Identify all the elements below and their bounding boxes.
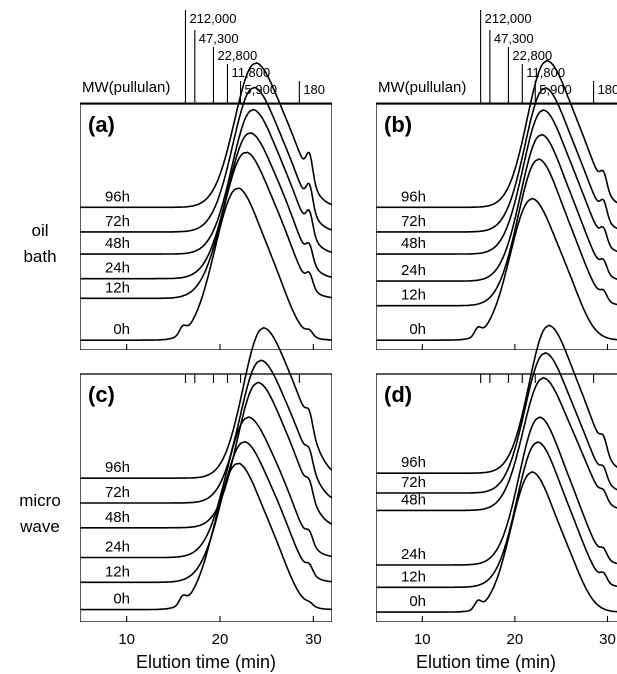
mw-marker-label: 180 <box>598 82 617 97</box>
mw-marker-label: 22,800 <box>512 48 552 63</box>
panel-frame <box>376 373 617 622</box>
series-label: 0h <box>409 321 426 338</box>
series-line <box>376 416 617 566</box>
mw-axis-label: MW(pullulan) <box>378 79 466 96</box>
series-line <box>376 324 617 474</box>
series-label: 24h <box>401 262 426 279</box>
x-tick-label: 20 <box>212 631 229 648</box>
series-line <box>376 133 617 282</box>
chart-panel: 10 20 30 (c) 0h 12h 24h 48h 72h 96h Elution time (… <box>80 327 332 672</box>
series-label: 24h <box>401 546 426 563</box>
row-label-wave: wave <box>19 517 60 536</box>
series-line <box>80 151 332 300</box>
series-label: 48h <box>105 509 130 526</box>
series-label: 72h <box>401 474 426 491</box>
panel-letter: (b) <box>384 112 412 137</box>
series-line <box>376 471 617 613</box>
series-label: 72h <box>401 213 426 230</box>
series-label: 48h <box>401 491 426 508</box>
x-tick-label: 20 <box>507 631 524 648</box>
series-line <box>80 187 332 341</box>
series-label: 72h <box>105 484 130 501</box>
series-label: 96h <box>401 188 426 205</box>
mw-axis-label: MW(pullulan) <box>82 79 170 96</box>
series-line <box>80 359 332 504</box>
row-label-oil: oil <box>31 221 48 240</box>
mw-marker-label: 212,000 <box>189 11 236 26</box>
series-line <box>376 197 617 341</box>
panel-frame <box>80 103 332 350</box>
series-label: 0h <box>113 591 130 608</box>
series-line <box>376 352 617 494</box>
mw-marker-label: 22,800 <box>217 48 257 63</box>
panel-letter: (a) <box>88 112 115 137</box>
series-label: 24h <box>105 539 130 556</box>
series-label: 12h <box>105 563 130 580</box>
series-label: 12h <box>401 568 426 585</box>
row-label-bath: bath <box>23 247 56 266</box>
x-axis-label: Elution time (min) <box>416 652 556 672</box>
mw-marker-label: 212,000 <box>485 11 532 26</box>
series-label: 72h <box>105 213 130 230</box>
series-line <box>80 462 332 611</box>
series-label: 96h <box>105 188 130 205</box>
x-axis-label: Elution time (min) <box>136 652 276 672</box>
mw-marker-label: 47,300 <box>494 31 534 46</box>
panel-letter: (c) <box>88 382 115 407</box>
panel-frame <box>80 373 332 622</box>
series-label: 0h <box>409 593 426 610</box>
series-line <box>80 416 332 559</box>
mw-marker-label: 180 <box>303 82 325 97</box>
mw-marker-label: 11,800 <box>231 65 270 80</box>
series-label: 96h <box>105 459 130 476</box>
x-tick-label: 30 <box>305 631 322 648</box>
series-label: 48h <box>401 235 426 252</box>
series-line <box>80 108 332 255</box>
series-line <box>80 381 332 529</box>
series-line <box>80 132 332 280</box>
mw-marker-label: 5,900 <box>245 82 278 97</box>
series-label: 12h <box>105 279 130 296</box>
series-label: 48h <box>105 235 130 252</box>
series-label: 24h <box>105 260 130 277</box>
series-label: 96h <box>401 454 426 471</box>
x-tick-label: 30 <box>599 631 616 648</box>
x-tick-label: 10 <box>414 631 431 648</box>
panels-group: 212,000 47,300 22,800 11,800 5,900 180 MW(pull… <box>80 10 617 672</box>
series-line <box>376 87 617 233</box>
series-line <box>376 158 617 307</box>
series-line <box>80 86 332 233</box>
chart-panel: 212,000 47,300 22,800 11,800 5,900 180 MW(pull… <box>80 10 332 350</box>
x-tick-label: 10 <box>118 631 135 648</box>
row-label-micro: micro <box>19 491 61 510</box>
series-line <box>376 377 617 512</box>
series-line <box>80 62 332 209</box>
series-line <box>376 59 617 209</box>
panel-letter: (d) <box>384 382 412 407</box>
series-line <box>376 109 617 255</box>
mw-marker-label: 47,300 <box>199 31 239 46</box>
series-line <box>80 327 332 479</box>
series-label: 12h <box>401 287 426 304</box>
series-line <box>80 440 332 584</box>
series-line <box>376 441 617 589</box>
panel-frame <box>376 103 617 350</box>
series-label: 0h <box>113 321 130 338</box>
